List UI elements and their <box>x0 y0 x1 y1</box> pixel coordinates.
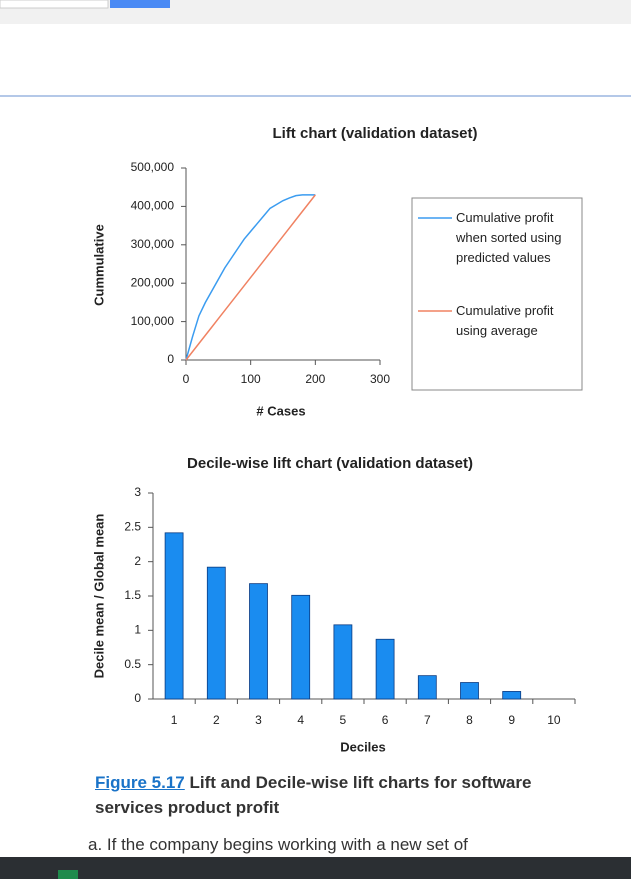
bar <box>206 566 226 700</box>
bar <box>291 594 311 700</box>
search-button[interactable] <box>110 0 170 8</box>
x-tick-label: 3 <box>255 713 262 727</box>
y-tick-label: 300,000 <box>131 237 175 251</box>
x-tick-label: 4 <box>297 713 304 727</box>
taskbar <box>0 857 631 879</box>
x-tick-label: 9 <box>508 713 515 727</box>
figure-link[interactable]: Figure 5.17 <box>95 773 185 792</box>
chart-title: Lift chart (validation dataset) <box>272 125 477 142</box>
bar <box>249 583 268 700</box>
caption-text: Lift and Decile-wise lift charts for sof… <box>95 773 532 817</box>
x-axis-label: # Cases <box>256 403 305 418</box>
bar <box>460 682 479 700</box>
y-tick-label: 400,000 <box>131 199 175 213</box>
search-box[interactable] <box>0 0 109 9</box>
bar <box>333 624 353 700</box>
x-tick-label: 1 <box>171 713 178 727</box>
y-tick-label: 0 <box>167 352 174 366</box>
y-tick-label: 3 <box>134 485 141 499</box>
series-line <box>185 194 316 361</box>
x-tick-label: 10 <box>547 713 561 727</box>
legend-label: Cumulative profit using average <box>456 303 554 338</box>
x-tick-label: 300 <box>370 372 390 386</box>
y-axis-label: Decile mean / Global mean <box>91 514 106 679</box>
y-tick-label: 1 <box>134 623 141 637</box>
legend-label: Cumulative profit when sorted using pred… <box>456 210 562 265</box>
series-line <box>185 194 316 361</box>
chart-title: Decile-wise lift chart (validation datas… <box>187 455 473 472</box>
x-tick-label: 6 <box>382 713 389 727</box>
x-tick-label: 2 <box>213 713 220 727</box>
bar <box>417 675 437 700</box>
figure-caption: Figure 5.17 Lift and Decile-wise lift ch… <box>95 770 565 820</box>
bar <box>502 691 522 700</box>
x-tick-label: 100 <box>241 372 261 386</box>
y-tick-label: 500,000 <box>131 160 175 174</box>
y-tick-label: 100,000 <box>131 314 175 328</box>
x-tick-label: 7 <box>424 713 431 727</box>
app-icon[interactable] <box>58 870 78 879</box>
body-text: a. If the company begins working with a … <box>88 835 468 854</box>
y-axis-label: Cummulative <box>91 224 106 306</box>
y-tick-label: 2 <box>134 554 141 568</box>
legend-box <box>411 197 583 391</box>
bar <box>375 638 395 700</box>
x-tick-label: 5 <box>340 713 347 727</box>
x-tick-label: 200 <box>305 372 325 386</box>
x-axis-label: Deciles <box>340 739 386 754</box>
y-tick-label: 200,000 <box>131 275 175 289</box>
bar <box>164 532 184 700</box>
y-tick-label: 0 <box>134 691 141 705</box>
y-tick-label: 2.5 <box>124 520 141 534</box>
y-tick-label: 0.5 <box>124 657 141 671</box>
y-tick-label: 1.5 <box>124 588 141 602</box>
x-tick-label: 8 <box>466 713 473 727</box>
x-tick-label: 0 <box>183 372 190 386</box>
